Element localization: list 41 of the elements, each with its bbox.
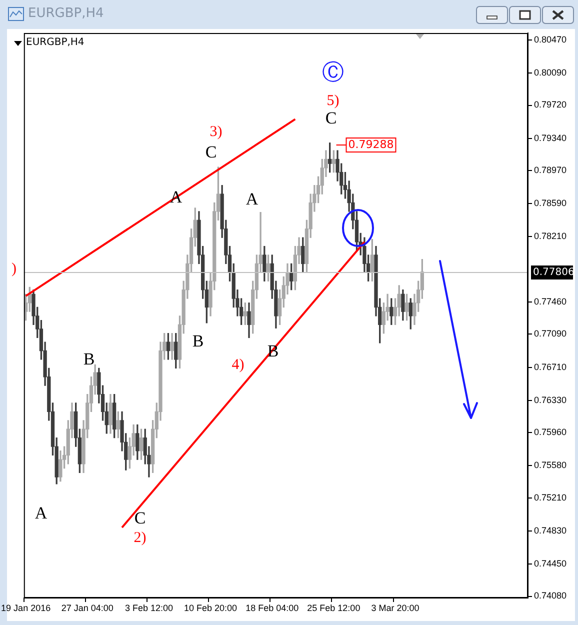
y-tick-label: 0.80090 [534, 68, 567, 78]
y-tick-label: 0.76710 [534, 362, 567, 372]
y-tick-label: 0.79340 [534, 132, 567, 143]
annotation: 4) [232, 356, 244, 373]
y-tick-label: 0.75960 [534, 427, 567, 438]
y-tick-label: 0.76330 [534, 394, 567, 405]
x-tick-label: 25 Feb 12:00 [307, 602, 360, 613]
annotation: 5) [326, 92, 340, 109]
ref-line-label: 0.77806 [533, 267, 574, 278]
y-tick-label: 0.75210 [534, 492, 567, 502]
x-tick-label: 3 Mar 20:00 [371, 602, 420, 613]
annotation: 3) [210, 124, 222, 140]
annotation: C [325, 108, 337, 128]
y-tick-label: 0.77460 [534, 296, 567, 306]
text: ) [12, 260, 16, 277]
annotation: A [34, 503, 48, 522]
chart-subtitle: EURGBP,H4 [26, 37, 84, 48]
y-tick-label: 0.77090 [534, 328, 567, 339]
y-tick-label: 0.78210 [534, 231, 567, 242]
x-tick-label: 19 Jan 2016 [1, 602, 51, 613]
x-tick-label: 18 Feb 04:00 [246, 602, 299, 613]
y-tick-label: 0.78590 [534, 198, 567, 208]
y-tick-label: 0.80470 [534, 34, 567, 44]
annotation: C [134, 508, 146, 528]
y-tick-label: 0.75580 [534, 460, 567, 470]
y-tick-label: 0.79720 [534, 100, 567, 110]
y-tick-label: 0.74080 [534, 590, 567, 601]
annotation: C [205, 142, 217, 162]
annotation: 2) [134, 530, 146, 546]
y-tick-label: 0.78970 [534, 165, 567, 176]
y-tick-label: 0.74450 [534, 558, 567, 569]
annotation: Ⓒ [322, 60, 344, 86]
annotation: A [246, 189, 259, 208]
annotation: 0.79288 [348, 138, 394, 151]
x-tick-label: 3 Feb 12:00 [124, 602, 173, 613]
annotation: B [192, 331, 204, 350]
chart-title: EURGBP,H4 [28, 6, 104, 21]
x-tick-label: 27 Jan 04:00 [61, 602, 114, 613]
x-tick-label: 10 Feb 20:00 [184, 602, 238, 613]
y-tick-label: 0.74830 [534, 525, 567, 536]
annotation: B [83, 349, 95, 368]
